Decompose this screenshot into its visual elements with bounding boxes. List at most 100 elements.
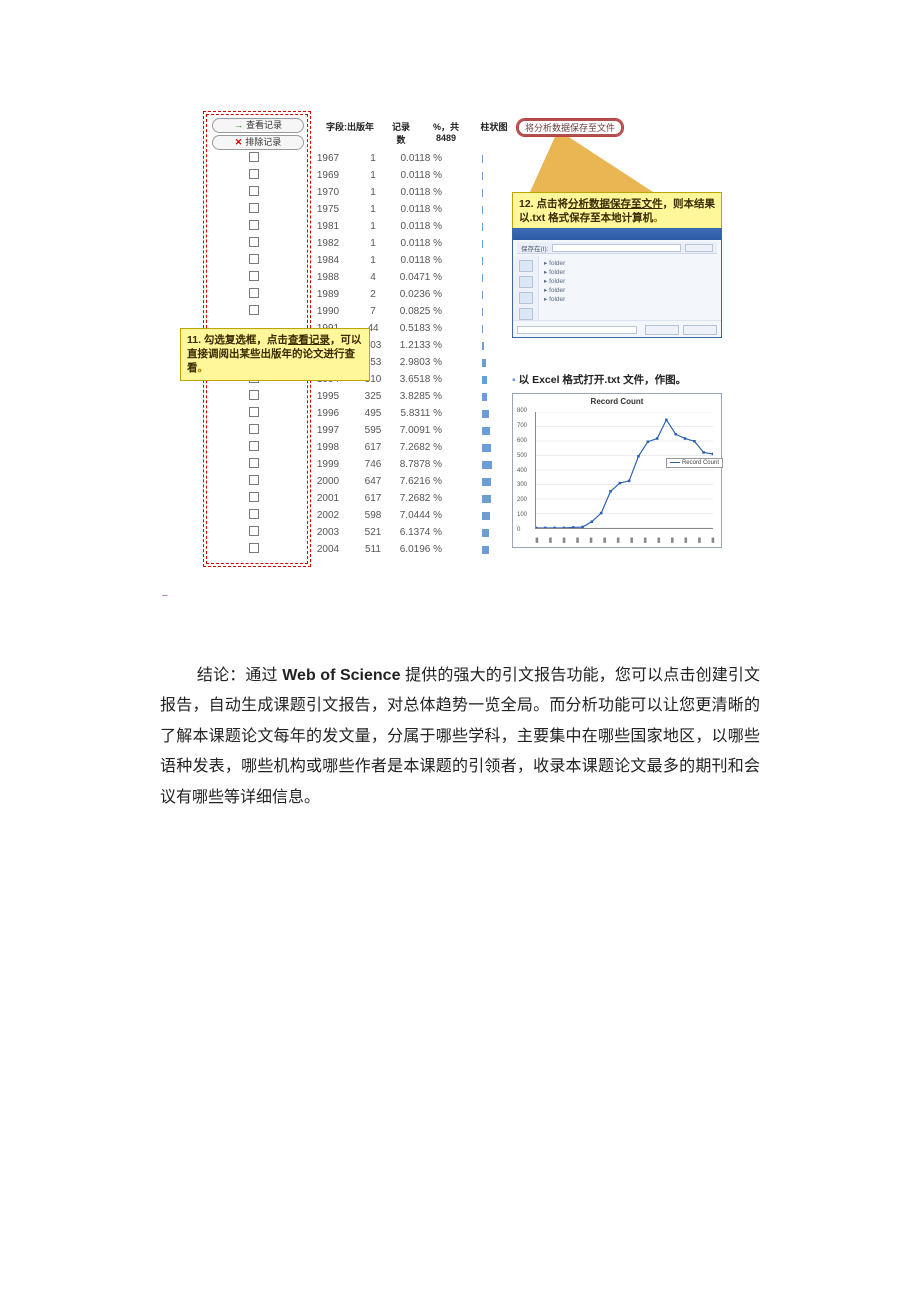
bar-column: [482, 150, 504, 558]
cell-year: 2000: [300, 476, 356, 487]
cell-count: 746: [356, 459, 390, 470]
bar-cell: [482, 201, 504, 218]
cell-count: 7: [356, 306, 390, 317]
cell-percent: 1.2133 %: [390, 340, 446, 351]
conclusion-paragraph: 结论：通过 Web of Science 提供的强大的引文报告功能，您可以点击创…: [160, 661, 760, 813]
bar-cell: [482, 252, 504, 269]
cell-count: 617: [356, 493, 390, 504]
bar-cell: [482, 371, 504, 388]
places-icon[interactable]: [519, 292, 533, 304]
bar-cell: [482, 439, 504, 456]
row-checkbox[interactable]: [249, 424, 259, 434]
save-analysis-button[interactable]: 将分析数据保存至文件: [516, 118, 624, 137]
cell-percent: 0.0825 %: [390, 306, 446, 317]
exclude-records-button[interactable]: ✕排除记录: [212, 135, 304, 150]
dialog-filename-field[interactable]: [517, 326, 637, 334]
cell-percent: 0.0118 %: [390, 204, 446, 215]
cell-percent: 0.0236 %: [390, 289, 446, 300]
row-checkbox[interactable]: [249, 305, 259, 315]
cell-year: 1999: [300, 459, 356, 470]
cell-count: 1: [356, 238, 390, 249]
places-icon[interactable]: [519, 260, 533, 272]
row-checkbox[interactable]: [249, 203, 259, 213]
cell-percent: 3.8285 %: [390, 391, 446, 402]
cell-count: 647: [356, 476, 390, 487]
dialog-cancel-button[interactable]: [683, 325, 717, 335]
cell-percent: 0.5183 %: [390, 323, 446, 334]
cell-percent: 8.7878 %: [390, 459, 446, 470]
cell-count: 325: [356, 391, 390, 402]
row-checkbox[interactable]: [249, 441, 259, 451]
table-row: 20025987.0444 %: [208, 507, 508, 524]
para-lead: 结论：通过: [197, 667, 282, 684]
dialog-path-field[interactable]: [552, 244, 681, 252]
row-checkbox[interactable]: [249, 271, 259, 281]
para-bold: Web of Science: [282, 667, 400, 684]
row-checkbox[interactable]: [249, 254, 259, 264]
cell-year: 1967: [300, 153, 356, 164]
table-row: 19964955.8311 %: [208, 405, 508, 422]
row-checkbox[interactable]: [249, 458, 259, 468]
row-checkbox[interactable]: [249, 509, 259, 519]
cell-year: 1990: [300, 306, 356, 317]
row-checkbox[interactable]: [249, 237, 259, 247]
callout-11: 11. 勾选复选框，点击查看记录，可以直接调阅出某些出版年的论文进行查看。: [180, 328, 370, 381]
row-checkbox[interactable]: [249, 543, 259, 553]
page: →查看记录 ✕排除记录 字段:出版年 记录数 %，共8489 柱状图 将分析数据…: [0, 0, 920, 853]
col-header-percent: %，共8489: [424, 120, 468, 143]
bar-cell: [482, 150, 504, 167]
dialog-save-button[interactable]: [645, 325, 679, 335]
cell-count: 1: [356, 204, 390, 215]
cell-year: 1996: [300, 408, 356, 419]
bar-cell: [482, 184, 504, 201]
cell-year: 1995: [300, 391, 356, 402]
row-checkbox[interactable]: [249, 186, 259, 196]
arrow-right-icon: →: [234, 120, 243, 130]
row-checkbox[interactable]: [249, 475, 259, 485]
table-row: 20016177.2682 %: [208, 490, 508, 507]
cell-percent: 5.8311 %: [390, 408, 446, 419]
callout-12: 12. 点击将分析数据保存至文件，则本结果以.txt 格式保存至本地计算机。: [512, 192, 722, 230]
places-icon[interactable]: [519, 276, 533, 288]
cell-year: 1984: [300, 255, 356, 266]
cell-percent: 7.0444 %: [390, 510, 446, 521]
table-row: 198210.0118 %: [208, 235, 508, 252]
row-checkbox[interactable]: [249, 288, 259, 298]
cell-percent: 7.6216 %: [390, 476, 446, 487]
exclude-records-label: 排除记录: [245, 137, 281, 147]
cell-year: 1989: [300, 289, 356, 300]
cell-year: 1982: [300, 238, 356, 249]
row-checkbox[interactable]: [249, 169, 259, 179]
dialog-nav-buttons[interactable]: [685, 244, 713, 252]
chart-title: Record Count: [513, 394, 721, 406]
bar-cell: [482, 473, 504, 490]
cell-count: 1: [356, 153, 390, 164]
bar-cell: [482, 456, 504, 473]
table-row: 197010.0118 %: [208, 184, 508, 201]
table-row: 199070.0825 %: [208, 303, 508, 320]
dialog-places-bar: [513, 256, 539, 320]
record-action-buttons: →查看记录 ✕排除记录: [212, 118, 304, 152]
close-icon: ✕: [235, 137, 243, 147]
view-records-label: 查看记录: [246, 120, 282, 130]
row-checkbox[interactable]: [249, 407, 259, 417]
row-checkbox[interactable]: [249, 152, 259, 162]
cell-percent: 7.2682 %: [390, 493, 446, 504]
row-checkbox[interactable]: [249, 220, 259, 230]
table-row: 198410.0118 %: [208, 252, 508, 269]
cell-year: 2004: [300, 544, 356, 555]
row-checkbox[interactable]: [249, 492, 259, 502]
bar-cell: [482, 507, 504, 524]
bar-cell: [482, 490, 504, 507]
row-checkbox[interactable]: [249, 390, 259, 400]
bar-cell: [482, 218, 504, 235]
view-records-button[interactable]: →查看记录: [212, 118, 304, 133]
cell-percent: 6.1374 %: [390, 527, 446, 538]
bar-cell: [482, 269, 504, 286]
places-icon[interactable]: [519, 308, 533, 320]
table-row: 19997468.7878 %: [208, 456, 508, 473]
table-row: 198110.0118 %: [208, 218, 508, 235]
cell-count: 4: [356, 272, 390, 283]
excel-note: ▪ 以 Excel 格式打开.txt 文件，作图。: [512, 372, 722, 387]
row-checkbox[interactable]: [249, 526, 259, 536]
